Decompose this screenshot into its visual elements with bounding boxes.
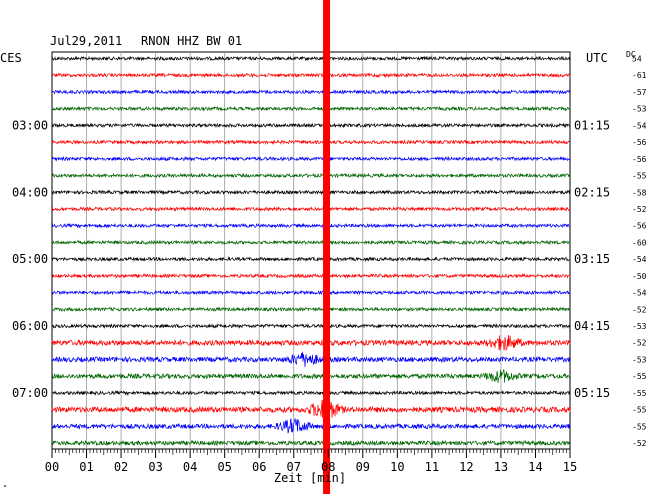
left-time-label: 03:00 [12,118,48,132]
trace-row [51,272,571,279]
dc-offset-label: -61 [632,71,647,80]
trace-row [51,334,571,351]
dc-offset-label: -54 [632,121,647,130]
trace-row [51,55,571,62]
right-timezone-label: UTC [586,51,608,65]
dc-offset-label: -55 [632,422,647,431]
trace-row [52,289,571,296]
trace-row [51,323,571,329]
dc-offset-label: -54 [632,255,647,264]
chart-station: RNON HHZ BW 01 [141,34,242,48]
x-tick-label: 14 [528,460,542,474]
dc-offset-label: 54 [632,55,642,64]
dc-offset-label: -55 [632,406,647,415]
dc-offset-label: -53 [632,355,647,364]
dc-offset-label: -53 [632,105,647,114]
x-axis-label: Zeit [min] [274,471,346,485]
left-time-label: 06:00 [12,319,48,333]
dc-offset-label: -54 [632,289,647,298]
trace-row [51,139,571,146]
dc-offset-label: -56 [632,138,647,147]
x-tick-label: 01 [79,460,93,474]
dc-offset-label: -60 [632,238,647,247]
dc-offset-label: -55 [632,372,647,381]
corner-mark: " [3,484,7,492]
x-tick-label: 06 [252,460,266,474]
trace-row [51,105,571,112]
trace-row [51,72,571,79]
x-tick-label: 15 [563,460,577,474]
trace-row [51,172,571,179]
x-tick-label: 12 [459,460,473,474]
seismic-traces [51,55,571,447]
dc-column-label: DC [626,50,636,59]
chart-date: Jul29,2011 [50,34,122,48]
x-tick-label: 03 [148,460,162,474]
trace-row [51,122,571,129]
x-tick-label: 08 [321,460,335,474]
right-time-label: 04:15 [574,319,610,333]
dc-offset-label: -56 [632,222,647,231]
row-labels: 03:00 04:00 05:00 06:00 07:00 01:15 02:15 03:15… [12,55,647,449]
dc-offset-label: -56 [632,155,647,164]
plot-grid [51,51,571,450]
dc-offset-label: -55 [632,389,647,398]
dc-offset-label: -52 [632,339,647,348]
plot-frame [51,51,571,450]
left-time-label: 04:00 [12,185,48,199]
dc-offset-label: -58 [632,188,647,197]
dc-offset-label: -52 [632,205,647,214]
x-tick-label: 02 [114,460,128,474]
right-time-label: 05:15 [574,386,610,400]
right-time-label: 01:15 [574,118,610,132]
dc-offset-label: -57 [632,88,647,97]
left-timezone-label: CES [0,51,22,65]
x-tick-label: 13 [494,460,508,474]
right-time-label: 03:15 [574,252,610,266]
trace-row [51,239,571,246]
trace-row [51,400,571,419]
trace-row [51,222,571,229]
time-axis: 00 01 02 03 04 05 06 07 08 09 10 11 12 13 14 15 [45,449,577,474]
trace-row [51,306,571,313]
x-tick-label: 00 [45,460,59,474]
trace-row [51,351,571,368]
trace-row [51,189,571,196]
trace-row [51,155,571,162]
dc-offset-label: -52 [632,439,647,448]
x-tick-label: 10 [390,460,404,474]
dc-offset-label: -52 [632,305,647,314]
x-tick-label: 07 [287,460,301,474]
dc-offset-label: -53 [632,322,647,331]
x-tick-label: 09 [356,460,370,474]
trace-row [51,418,571,434]
trace-row [51,439,571,447]
dc-offset-label: -50 [632,272,647,281]
left-time-label: 07:00 [12,386,48,400]
x-tick-label: 11 [425,460,439,474]
x-tick-label: 05 [217,460,231,474]
left-time-label: 05:00 [12,252,48,266]
trace-row [51,256,571,263]
trace-row [51,88,571,95]
right-time-label: 02:15 [574,185,610,199]
trace-row [51,206,571,212]
trace-row [51,390,571,396]
trace-row [51,369,571,384]
dc-offset-label: -55 [632,172,647,181]
x-tick-label: 04 [183,460,197,474]
